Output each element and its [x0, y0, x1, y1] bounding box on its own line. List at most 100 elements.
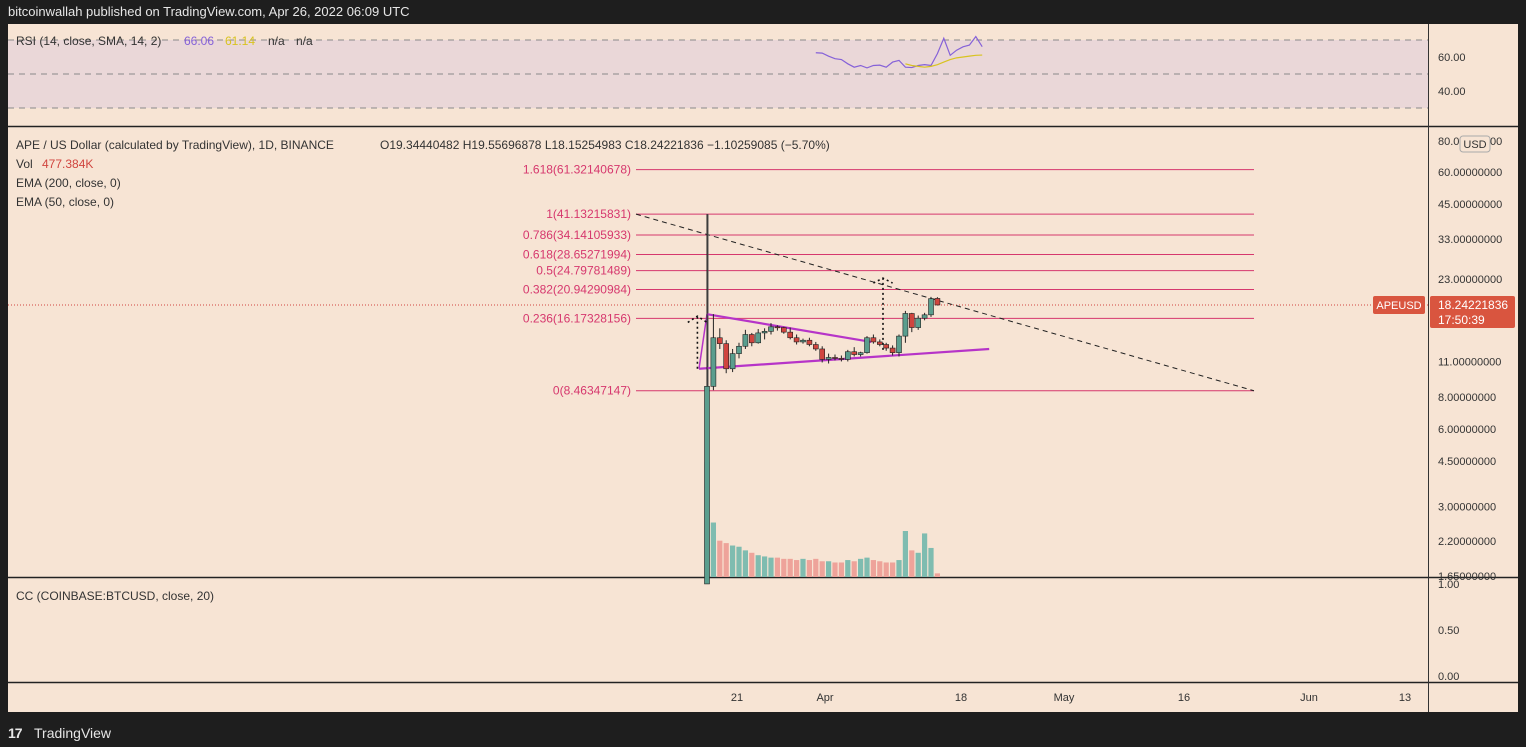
currency-label[interactable]: USD	[1463, 139, 1486, 151]
time-tick: May	[1054, 692, 1075, 704]
fib-label: 0.618(28.65271994)	[523, 248, 631, 262]
candle-body[interactable]	[915, 317, 922, 328]
candle-body[interactable]	[748, 334, 755, 344]
volume-bar	[922, 533, 928, 577]
axis-corner	[1428, 683, 1518, 712]
candle-body[interactable]	[883, 344, 890, 349]
candle-body[interactable]	[780, 327, 787, 333]
candle-body[interactable]	[812, 344, 819, 350]
currency-badge[interactable]	[1459, 135, 1491, 153]
volume-bar	[877, 561, 883, 577]
volume-bar	[890, 562, 896, 577]
volume-bar	[723, 543, 729, 577]
ema50-label[interactable]: EMA (50, close, 0)	[16, 195, 114, 209]
volume-bar	[749, 552, 755, 577]
candle-body[interactable]	[761, 331, 768, 334]
candle-body[interactable]	[889, 347, 896, 353]
volume-bar	[819, 561, 825, 577]
time-tick: 18	[955, 692, 967, 704]
countdown-value: 17:50:39	[1438, 313, 1485, 327]
volume-bar	[774, 557, 780, 577]
candle-body[interactable]	[928, 298, 934, 316]
rsi-sma-value: 61.14	[225, 34, 255, 48]
volume-bar	[826, 561, 832, 577]
fib-label: 0.382(20.94290984)	[523, 283, 631, 297]
volume-bar	[813, 558, 819, 577]
candle-body[interactable]	[800, 339, 806, 343]
candle-body[interactable]	[857, 352, 864, 355]
price-tick: 4.50000000	[1438, 456, 1496, 468]
fib-label: 0.786(34.14105933)	[523, 228, 631, 242]
candle-body[interactable]	[793, 337, 800, 343]
candle-body[interactable]	[723, 343, 730, 370]
volume-bar	[864, 557, 870, 577]
tradingview-logo-icon[interactable]: 17	[8, 725, 23, 741]
volume-bar	[883, 562, 889, 577]
main-pane[interactable]	[8, 127, 1428, 577]
ema200-label[interactable]: EMA (200, close, 0)	[16, 176, 121, 190]
candle-body[interactable]	[787, 331, 794, 339]
candle-body[interactable]	[755, 332, 762, 344]
candle-body[interactable]	[921, 314, 928, 319]
rsi-sma-line	[905, 54, 983, 68]
time-axis[interactable]	[8, 683, 1428, 712]
candle-body[interactable]	[934, 298, 941, 306]
volume-bar	[928, 547, 934, 577]
candle-body[interactable]	[768, 326, 774, 332]
rsi-axis	[1428, 24, 1518, 126]
last-price-tag	[1430, 295, 1515, 328]
candle-body[interactable]	[806, 339, 813, 345]
candle-body[interactable]	[819, 348, 826, 360]
tradingview-brand[interactable]: TradingView	[34, 725, 112, 741]
volume-bar	[838, 562, 844, 577]
volume-bar	[934, 573, 940, 577]
candle-body[interactable]	[736, 345, 742, 354]
candle-body[interactable]	[876, 341, 883, 345]
candle-body[interactable]	[870, 337, 877, 343]
rsi-tick: 40.00	[1438, 86, 1466, 98]
volume-bar	[858, 558, 864, 577]
descending-trendline[interactable]	[635, 213, 1255, 392]
symbol-tag[interactable]	[1373, 295, 1425, 314]
last-price-value: 18.24221836	[1438, 298, 1508, 312]
candle-body[interactable]	[710, 337, 717, 387]
rsi-na-2: n/a	[296, 34, 313, 48]
candle-body[interactable]	[838, 358, 845, 360]
cc-pane[interactable]	[8, 578, 1428, 682]
volume-bar	[781, 558, 787, 577]
volume-bar	[736, 546, 742, 577]
cc-axis	[1428, 578, 1518, 682]
symbol-title[interactable]: APE / US Dollar (calculated by TradingVi…	[16, 138, 334, 152]
candle-body[interactable]	[832, 357, 838, 359]
volume-bar	[755, 555, 761, 577]
triangle-upper-line[interactable]	[706, 313, 872, 344]
fib-label: 0(8.46347147)	[553, 384, 631, 398]
volume-bar	[870, 560, 876, 577]
candle-body[interactable]	[844, 351, 851, 360]
volume-bar	[845, 560, 851, 577]
candle-body[interactable]	[774, 326, 781, 329]
ohlc-values: O19.34440482 H19.55696878 L18.15254983 C…	[380, 138, 830, 152]
candle-body[interactable]	[902, 313, 909, 337]
candle-body[interactable]	[851, 351, 858, 355]
candle-body[interactable]	[908, 313, 915, 328]
candle-body[interactable]	[729, 353, 736, 370]
measured-move-arrow-2	[873, 277, 893, 350]
candle-body[interactable]	[864, 337, 870, 353]
cc-label[interactable]: CC (COINBASE:BTCUSD, close, 20)	[16, 589, 214, 603]
volume-bar	[902, 531, 908, 577]
fib-label: 1.618(61.32140678)	[523, 163, 631, 177]
price-axis[interactable]	[1428, 127, 1518, 577]
rsi-label[interactable]: RSI (14, close, SMA, 14, 2)	[16, 34, 161, 48]
volume-bar	[800, 558, 806, 577]
volume-bar	[832, 562, 838, 577]
time-tick: 13	[1399, 692, 1411, 704]
price-tick: 3.00000000	[1438, 502, 1496, 514]
candle-body[interactable]	[716, 337, 723, 344]
candle-body[interactable]	[896, 335, 902, 353]
candle-body[interactable]	[742, 334, 749, 347]
candle-body[interactable]	[704, 386, 710, 585]
candle-body[interactable]	[825, 357, 832, 360]
volume-bar	[717, 540, 723, 577]
